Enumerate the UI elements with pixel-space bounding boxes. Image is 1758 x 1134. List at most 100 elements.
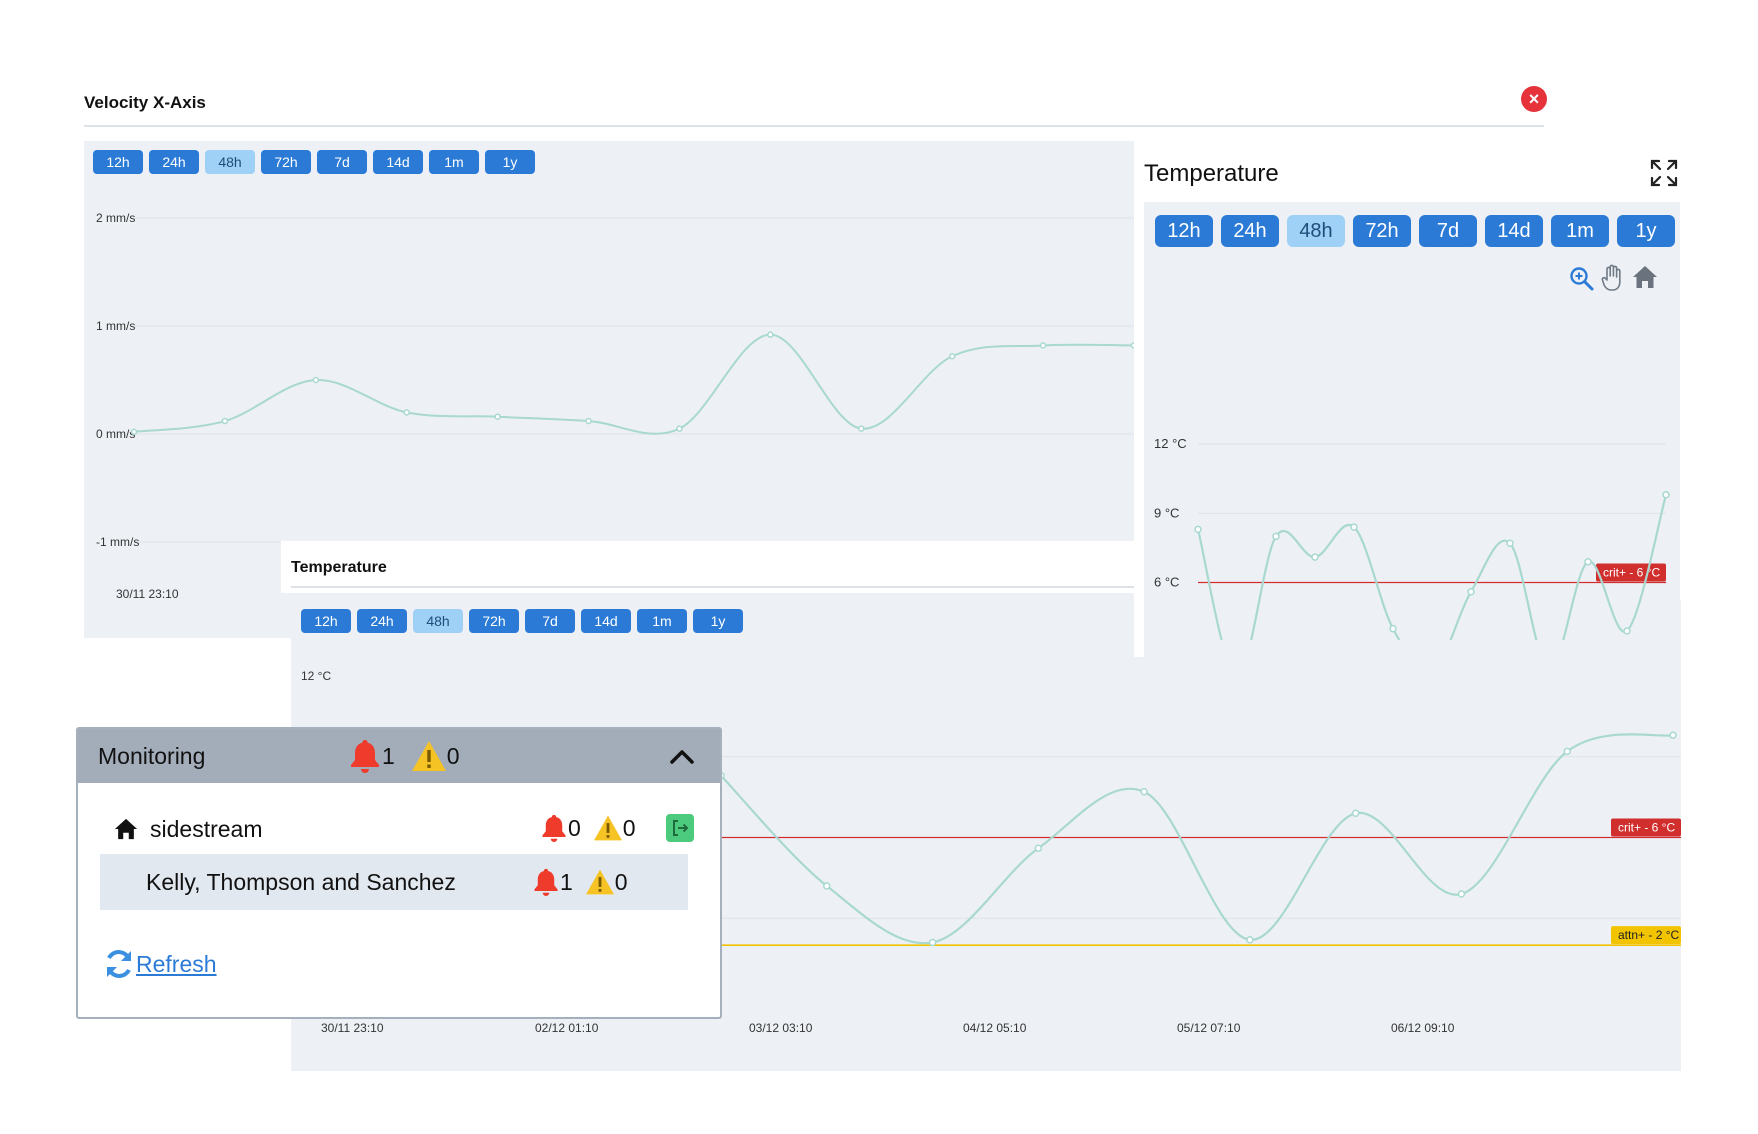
- x-tick-label: 30/11 23:10: [321, 1021, 384, 1035]
- bell-icon: [351, 740, 379, 773]
- range-button-1y[interactable]: 1y: [485, 150, 535, 174]
- crit-badge: [1611, 818, 1681, 837]
- data-point: [1034, 844, 1043, 853]
- expand-icon: [1650, 159, 1678, 187]
- temp-large-header: [281, 541, 1151, 593]
- data-point: [1130, 342, 1134, 349]
- temperature-panel-front: Temperature 12h 24h 48h 72h 7d 14d 1m 1y 12 °C 9…: [1134, 145, 1680, 657]
- range-button-48h[interactable]: 48h: [205, 150, 255, 174]
- series-line: [720, 733, 1674, 945]
- data-point: [403, 409, 410, 416]
- range-button-24h[interactable]: 24h: [149, 150, 199, 174]
- list-item-selected[interactable]: Kelly, Thompson and Sanchez 1 0: [100, 854, 688, 910]
- data-point: [1351, 809, 1360, 818]
- range-button-12h[interactable]: 12h: [301, 609, 351, 633]
- temp-front-title: Temperature: [1144, 160, 1279, 187]
- range-button-1m[interactable]: 1m: [429, 150, 479, 174]
- data-point: [1623, 627, 1631, 635]
- range-button-14d[interactable]: 14d: [1485, 215, 1543, 247]
- y-tick-label: 12 °C: [1154, 436, 1187, 451]
- data-point: [1039, 342, 1047, 349]
- range-button-7d[interactable]: 7d: [1419, 215, 1477, 247]
- chevron-up-icon: [670, 750, 694, 764]
- data-point: [1662, 491, 1670, 499]
- range-button-48h[interactable]: 48h: [413, 609, 463, 633]
- x-tick-label: 04/12 05:10: [963, 1021, 1027, 1035]
- range-button-1y[interactable]: 1y: [1617, 215, 1675, 247]
- y-tick-label: 6 °C: [1154, 575, 1179, 590]
- attn-badge-label: attn+ - 2 °C: [1618, 928, 1679, 942]
- range-button-72h[interactable]: 72h: [261, 150, 311, 174]
- crit-badge-label: crit+ - 6 °C: [1618, 821, 1675, 835]
- list-item-sidestream[interactable]: sidestream 0 0: [114, 809, 694, 849]
- range-button-7d[interactable]: 7d: [317, 150, 367, 174]
- temperature-panel-large: Temperature 12h 24h 48h 72h 7d 14d 1m 1y 12 °C 3…: [281, 541, 1681, 1071]
- alarm-count: 0: [568, 814, 581, 841]
- data-point: [1350, 523, 1358, 531]
- range-button-12h[interactable]: 12h: [1155, 215, 1213, 247]
- data-point: [1457, 890, 1466, 898]
- sign-out-icon: [672, 820, 689, 836]
- bell-icon: [542, 814, 566, 842]
- alarm-count: 1: [382, 742, 395, 769]
- y-tick-label: 1 mm/s: [96, 319, 135, 333]
- warning-count: 0: [614, 868, 628, 895]
- alarm-count: 1: [560, 868, 573, 895]
- data-point: [1389, 624, 1397, 633]
- data-point: [948, 352, 956, 360]
- reset-zoom-button[interactable]: [1632, 264, 1658, 290]
- x-tick-label: 02/12 01:10: [535, 1021, 599, 1035]
- data-point: [1584, 557, 1592, 566]
- data-point: [312, 376, 320, 384]
- range-button-1y[interactable]: 1y: [693, 609, 743, 633]
- bell-icon: [534, 868, 558, 896]
- alarm-summary: 1 0: [348, 738, 460, 774]
- range-button-24h[interactable]: 24h: [357, 609, 407, 633]
- data-point: [676, 425, 683, 432]
- range-button-12h[interactable]: 12h: [93, 150, 143, 174]
- refresh-icon: [107, 950, 131, 978]
- range-button-14d[interactable]: 14d: [373, 150, 423, 174]
- monitoring-header[interactable]: Monitoring 1 0: [78, 729, 720, 783]
- crit-badge-label: crit+ - 6 °C: [1603, 566, 1660, 580]
- velocity-range-selector: 12h 24h 48h 72h 7d 14d 1m 1y: [93, 150, 535, 174]
- temp-front-chart-area: [1144, 202, 1680, 657]
- home-icon: [1633, 266, 1657, 288]
- collapse-button[interactable]: [668, 743, 696, 771]
- x-tick-label: 30/11 23:10: [116, 587, 179, 601]
- data-point: [1467, 587, 1475, 596]
- monitoring-title: Monitoring: [98, 743, 206, 769]
- expand-button[interactable]: [1649, 158, 1679, 188]
- data-point: [823, 882, 831, 890]
- temp-front-range-selector: 12h 24h 48h 72h 7d 14d 1m 1y: [1155, 215, 1675, 247]
- warning-icon: [593, 815, 622, 841]
- data-point: [767, 331, 774, 338]
- y-tick-label: -1 mm/s: [96, 535, 139, 549]
- zoom-button[interactable]: [1569, 266, 1595, 292]
- range-button-72h[interactable]: 72h: [469, 609, 519, 633]
- warning-count: 0: [446, 742, 460, 769]
- velocity-title: Velocity X-Axis: [84, 93, 206, 112]
- pan-button[interactable]: [1600, 264, 1626, 292]
- data-point: [1140, 787, 1148, 796]
- range-button-1m[interactable]: 1m: [637, 609, 687, 633]
- refresh-link[interactable]: Refresh: [102, 947, 217, 981]
- data-point: [1194, 525, 1202, 534]
- range-button-72h[interactable]: 72h: [1353, 215, 1411, 247]
- series-line: [133, 333, 1134, 435]
- close-button[interactable]: ×: [1521, 86, 1547, 112]
- range-button-14d[interactable]: 14d: [581, 609, 631, 633]
- y-tick-label: 0 mm/s: [96, 427, 135, 441]
- range-button-7d[interactable]: 7d: [525, 609, 575, 633]
- range-button-24h[interactable]: 24h: [1221, 215, 1279, 247]
- data-point: [928, 938, 937, 947]
- data-point: [130, 428, 138, 436]
- divider: [84, 125, 1544, 127]
- range-button-48h[interactable]: 48h: [1287, 215, 1345, 247]
- sidestream-label: sidestream: [150, 815, 263, 842]
- close-icon: ×: [1528, 89, 1540, 109]
- data-point: [1563, 747, 1571, 756]
- open-button[interactable]: [665, 814, 694, 842]
- range-button-1m[interactable]: 1m: [1551, 215, 1609, 247]
